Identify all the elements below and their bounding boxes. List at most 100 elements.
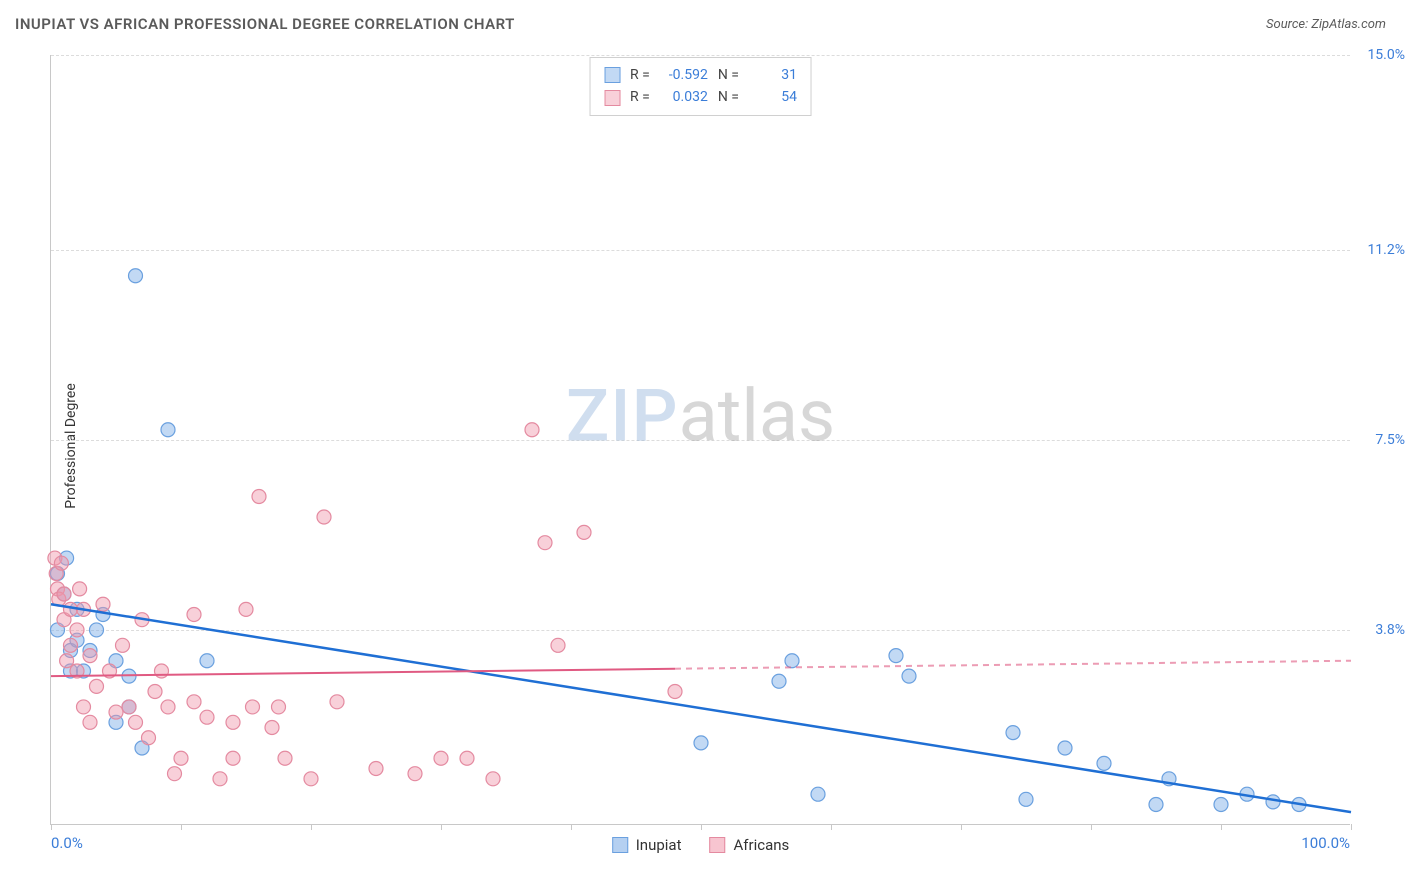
xtick (831, 824, 832, 830)
legend-label-inupiat: Inupiat (636, 836, 682, 854)
data-point-inupiat (694, 736, 708, 750)
data-point-africans (174, 751, 188, 765)
xtick (701, 824, 702, 830)
data-point-inupiat (902, 669, 916, 683)
chart-svg (51, 55, 1350, 824)
legend-label-africans: Africans (734, 836, 790, 854)
legend-item-africans: Africans (710, 836, 790, 854)
xtick (1351, 824, 1352, 830)
xtick (441, 824, 442, 830)
data-point-inupiat (161, 423, 175, 437)
regression-line-africans-extrapolated (675, 661, 1351, 669)
data-point-africans (129, 715, 143, 729)
data-point-africans (168, 767, 182, 781)
data-point-africans (226, 715, 240, 729)
xaxis-label: 0.0% (51, 834, 83, 852)
data-point-africans (70, 623, 84, 637)
xaxis-label: 100.0% (1301, 834, 1350, 852)
data-point-africans (187, 695, 201, 709)
stats-box: R = -0.592 N = 31 R = 0.032 N = 54 (589, 57, 812, 116)
xtick (1221, 824, 1222, 830)
data-point-inupiat (1214, 797, 1228, 811)
data-point-africans (330, 695, 344, 709)
data-point-africans (278, 751, 292, 765)
data-point-africans (155, 664, 169, 678)
data-point-africans (252, 489, 266, 503)
data-point-inupiat (785, 654, 799, 668)
data-point-africans (304, 772, 318, 786)
data-point-africans (369, 762, 383, 776)
data-point-inupiat (1006, 726, 1020, 740)
data-point-africans (54, 556, 68, 570)
data-point-africans (122, 700, 136, 714)
ytick-label: 3.8% (1355, 622, 1405, 638)
data-point-africans (434, 751, 448, 765)
r-value-africans: 0.032 (660, 86, 708, 108)
data-point-africans (213, 772, 227, 786)
data-point-inupiat (1019, 792, 1033, 806)
data-point-africans (265, 720, 279, 734)
data-point-africans (116, 638, 130, 652)
chart-title: INUPIAT VS AFRICAN PROFESSIONAL DEGREE C… (15, 15, 515, 33)
data-point-inupiat (1058, 741, 1072, 755)
data-point-inupiat (200, 654, 214, 668)
stats-row-africans: R = 0.032 N = 54 (604, 86, 797, 108)
data-point-inupiat (1097, 756, 1111, 770)
data-point-africans (77, 700, 91, 714)
bottom-legend: Inupiat Africans (612, 836, 790, 854)
n-label: N = (718, 64, 739, 86)
n-value-africans: 54 (749, 86, 797, 108)
data-point-africans (200, 710, 214, 724)
ytick-label: 11.2% (1355, 242, 1405, 258)
ytick-label: 7.5% (1355, 432, 1405, 448)
data-point-africans (577, 525, 591, 539)
chart-header: INUPIAT VS AFRICAN PROFESSIONAL DEGREE C… (0, 0, 1406, 40)
xtick (311, 824, 312, 830)
data-point-africans (239, 602, 253, 616)
legend-swatch-inupiat (612, 837, 628, 853)
data-point-africans (161, 700, 175, 714)
data-point-africans (272, 700, 286, 714)
xtick (181, 824, 182, 830)
data-point-africans (486, 772, 500, 786)
data-point-africans (90, 679, 104, 693)
data-point-africans (408, 767, 422, 781)
xtick (51, 824, 52, 830)
regression-line-africans (51, 669, 675, 676)
data-point-africans (109, 705, 123, 719)
xtick (961, 824, 962, 830)
r-value-inupiat: -0.592 (660, 64, 708, 86)
data-point-africans (246, 700, 260, 714)
data-point-inupiat (90, 623, 104, 637)
data-point-inupiat (1149, 797, 1163, 811)
data-point-africans (73, 582, 87, 596)
data-point-inupiat (772, 674, 786, 688)
chart-source: Source: ZipAtlas.com (1266, 17, 1386, 32)
data-point-africans (538, 536, 552, 550)
data-point-africans (148, 685, 162, 699)
data-point-africans (187, 608, 201, 622)
n-label: N = (718, 86, 739, 108)
r-label: R = (630, 64, 650, 86)
data-point-inupiat (811, 787, 825, 801)
data-point-africans (83, 649, 97, 663)
plot-area: ZIPatlas R = -0.592 N = 31 R = 0.032 N =… (50, 55, 1350, 825)
data-point-inupiat (889, 649, 903, 663)
data-point-inupiat (1266, 795, 1280, 809)
stats-row-inupiat: R = -0.592 N = 31 (604, 64, 797, 86)
swatch-inupiat (604, 67, 620, 83)
xtick (1091, 824, 1092, 830)
data-point-africans (460, 751, 474, 765)
data-point-africans (668, 685, 682, 699)
data-point-africans (83, 715, 97, 729)
ytick-label: 15.0% (1355, 47, 1405, 63)
legend-swatch-africans (710, 837, 726, 853)
data-point-africans (96, 597, 110, 611)
swatch-africans (604, 90, 620, 106)
xtick (571, 824, 572, 830)
r-label: R = (630, 86, 650, 108)
data-point-africans (57, 587, 71, 601)
data-point-africans (142, 731, 156, 745)
n-value-inupiat: 31 (749, 64, 797, 86)
data-point-africans (64, 638, 78, 652)
